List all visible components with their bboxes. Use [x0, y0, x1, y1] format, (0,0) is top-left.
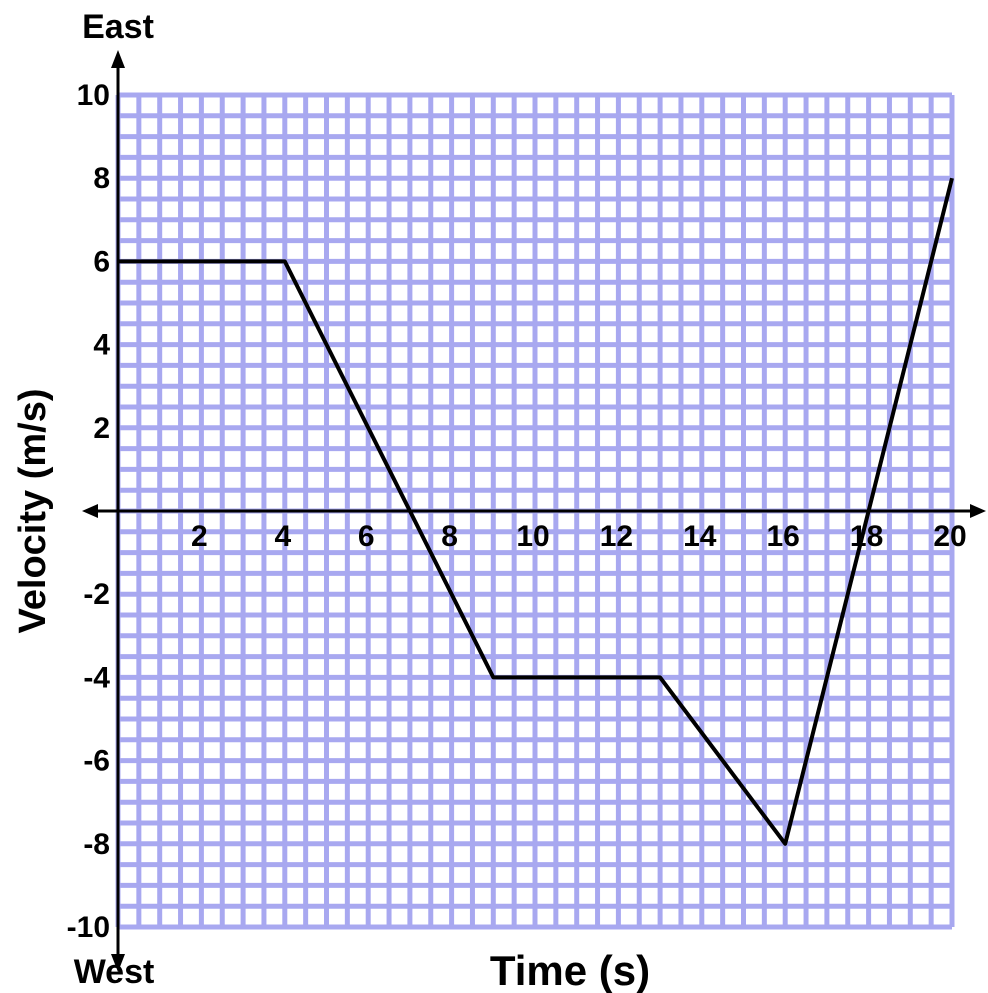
x-axis-title: Time (s): [490, 947, 650, 993]
y-tick-label: 10: [77, 79, 110, 112]
x-tick-label: 18: [850, 520, 883, 553]
velocity-series-line: [118, 177, 954, 846]
y-tick-label: -8: [83, 828, 110, 861]
x-tick-label: 2: [191, 520, 208, 553]
y-axis-arrow-up: [111, 50, 125, 68]
y-tick-label: -10: [67, 911, 110, 944]
west-label: West: [74, 953, 155, 991]
x-tick-label: 12: [600, 520, 633, 553]
y-tick-label: 8: [93, 162, 110, 195]
axes: [82, 50, 986, 972]
series: [118, 177, 954, 846]
y-tick-label: -4: [83, 661, 110, 694]
x-tick-label: 10: [516, 520, 549, 553]
x-axis-arrow-right: [970, 504, 986, 518]
x-axis-arrow-left: [82, 504, 98, 518]
x-tick-label: 8: [441, 520, 458, 553]
y-tick-label: 2: [93, 412, 110, 445]
y-axis-arrow-down: [111, 954, 125, 972]
y-tick-label: 6: [93, 245, 110, 278]
x-tick-label: 14: [683, 520, 717, 553]
x-tick-label: 16: [767, 520, 800, 553]
x-tick-label: 20: [933, 520, 966, 553]
east-label: East: [82, 8, 154, 46]
axis-titles: East West Time (s) Velocity (m/s): [12, 8, 650, 993]
y-tick-label: -2: [83, 578, 110, 611]
x-tick-label: 6: [358, 520, 375, 553]
tick-labels: 2 4 6 8 10 12 14 16 18 20 10 8 6 4 2 -2 -4 -6 -8 -10: [67, 79, 967, 944]
y-tick-label: 4: [93, 329, 110, 362]
y-tick-label: -6: [83, 745, 110, 778]
y-axis-title: Velocity (m/s): [12, 389, 54, 634]
x-tick-label: 4: [274, 520, 291, 553]
